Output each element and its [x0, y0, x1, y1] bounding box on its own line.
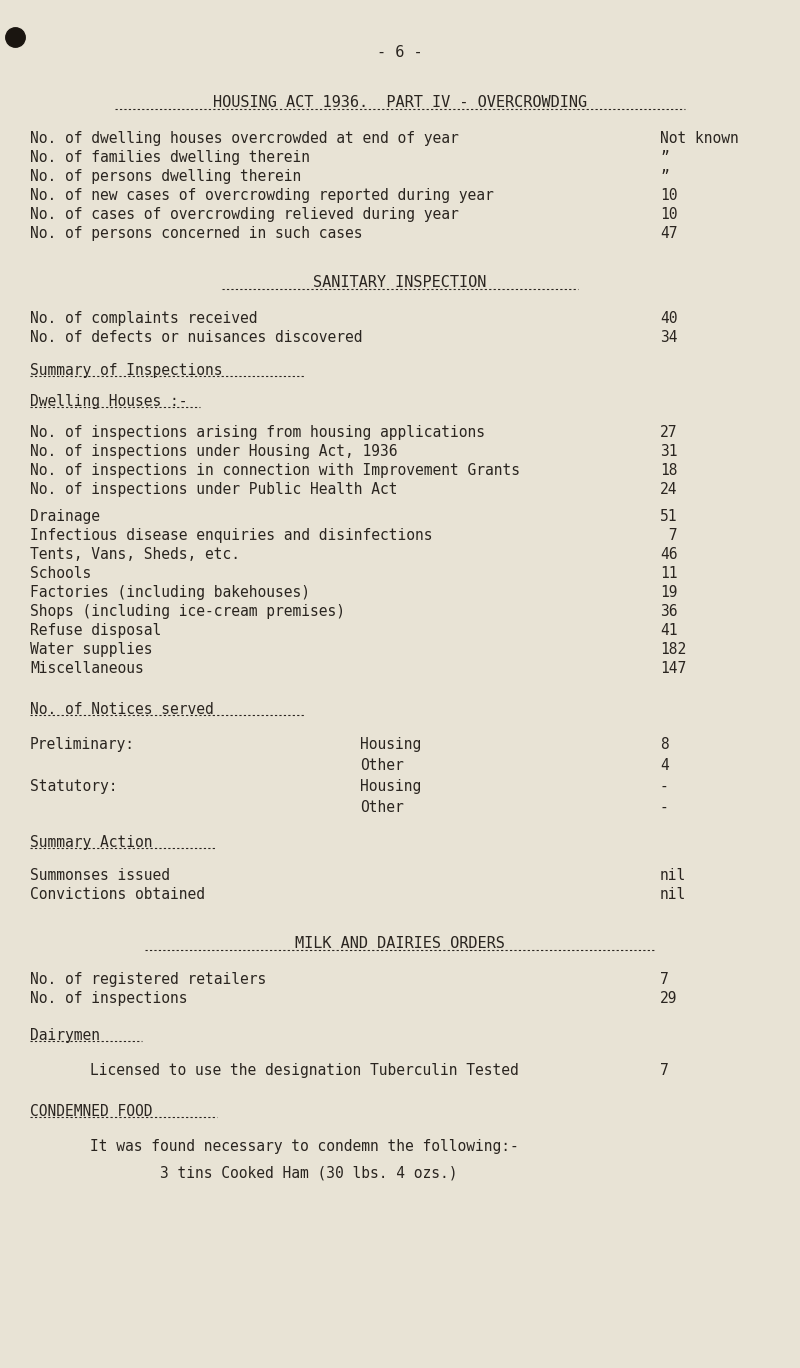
Text: No. of defects or nuisances discovered: No. of defects or nuisances discovered [30, 330, 362, 345]
Text: It was found necessary to condemn the following:-: It was found necessary to condemn the fo… [90, 1140, 518, 1155]
Text: ”: ” [660, 150, 669, 166]
Text: 41: 41 [660, 622, 678, 637]
Text: 46: 46 [660, 547, 678, 562]
Text: 34: 34 [660, 330, 678, 345]
Text: Summary of Inspections: Summary of Inspections [30, 363, 222, 378]
Text: 36: 36 [660, 605, 678, 618]
Text: Convictions obtained: Convictions obtained [30, 886, 205, 902]
Text: No. of cases of overcrowding relieved during year: No. of cases of overcrowding relieved du… [30, 207, 458, 222]
Text: Licensed to use the designation Tuberculin Tested: Licensed to use the designation Tubercul… [90, 1063, 518, 1078]
Text: Shops (including ice-cream premises): Shops (including ice-cream premises) [30, 605, 345, 618]
Text: Housing: Housing [360, 737, 422, 752]
Text: Dwelling Houses :-: Dwelling Houses :- [30, 394, 187, 409]
Text: Water supplies: Water supplies [30, 642, 153, 657]
Text: Other: Other [360, 800, 404, 815]
Text: 10: 10 [660, 207, 678, 222]
Text: No. of inspections: No. of inspections [30, 990, 187, 1005]
Text: Preliminary:: Preliminary: [30, 737, 135, 752]
Text: Housing: Housing [360, 778, 422, 793]
Text: 147: 147 [660, 661, 686, 676]
Text: 51: 51 [660, 509, 678, 524]
Text: 31: 31 [660, 445, 678, 460]
Text: - 6 -: - 6 - [377, 45, 423, 60]
Text: -: - [660, 778, 669, 793]
Text: No. of persons dwelling therein: No. of persons dwelling therein [30, 170, 302, 185]
Text: Miscellaneous: Miscellaneous [30, 661, 144, 676]
Text: No. of complaints received: No. of complaints received [30, 311, 258, 326]
Text: 11: 11 [660, 566, 678, 581]
Text: Drainage: Drainage [30, 509, 100, 524]
Text: Dairymen: Dairymen [30, 1027, 100, 1042]
Text: 19: 19 [660, 586, 678, 601]
Text: CONDEMNED FOOD: CONDEMNED FOOD [30, 1104, 153, 1119]
Text: Not known: Not known [660, 131, 738, 146]
Text: nil: nil [660, 886, 686, 902]
Text: 7: 7 [660, 1063, 669, 1078]
Text: 7: 7 [660, 973, 669, 986]
Text: No. of inspections in connection with Improvement Grants: No. of inspections in connection with Im… [30, 462, 520, 477]
Text: No. of new cases of overcrowding reported during year: No. of new cases of overcrowding reporte… [30, 187, 494, 202]
Text: No. of inspections under Housing Act, 1936: No. of inspections under Housing Act, 19… [30, 445, 398, 460]
Text: 27: 27 [660, 425, 678, 440]
Text: Summary Action: Summary Action [30, 834, 153, 850]
Text: No. of inspections arising from housing applications: No. of inspections arising from housing … [30, 425, 485, 440]
Text: nil: nil [660, 869, 686, 882]
Text: Statutory:: Statutory: [30, 778, 118, 793]
Text: ”: ” [660, 170, 669, 185]
Text: No. of Notices served: No. of Notices served [30, 702, 214, 717]
Text: 8: 8 [660, 737, 669, 752]
Text: 10: 10 [660, 187, 678, 202]
Text: -: - [660, 800, 669, 815]
Text: Tents, Vans, Sheds, etc.: Tents, Vans, Sheds, etc. [30, 547, 240, 562]
Text: 18: 18 [660, 462, 678, 477]
Text: Infectious disease enquiries and disinfections: Infectious disease enquiries and disinfe… [30, 528, 433, 543]
Text: Other: Other [360, 758, 404, 773]
Text: 29: 29 [660, 990, 678, 1005]
Text: No. of families dwelling therein: No. of families dwelling therein [30, 150, 310, 166]
Text: HOUSING ACT 1936.  PART IV - OVERCROWDING: HOUSING ACT 1936. PART IV - OVERCROWDING [213, 94, 587, 109]
Text: 4: 4 [660, 758, 669, 773]
Text: 40: 40 [660, 311, 678, 326]
Text: Schools: Schools [30, 566, 91, 581]
Text: No. of inspections under Public Health Act: No. of inspections under Public Health A… [30, 482, 398, 497]
Text: Summonses issued: Summonses issued [30, 869, 170, 882]
Text: 24: 24 [660, 482, 678, 497]
Text: No. of persons concerned in such cases: No. of persons concerned in such cases [30, 226, 362, 241]
Text: SANITARY INSPECTION: SANITARY INSPECTION [314, 275, 486, 290]
Text: MILK AND DAIRIES ORDERS: MILK AND DAIRIES ORDERS [295, 936, 505, 951]
Text: No. of dwelling houses overcrowded at end of year: No. of dwelling houses overcrowded at en… [30, 131, 458, 146]
Text: 47: 47 [660, 226, 678, 241]
Text: No. of registered retailers: No. of registered retailers [30, 973, 266, 986]
Text: 182: 182 [660, 642, 686, 657]
Text: 3 tins Cooked Ham (30 lbs. 4 ozs.): 3 tins Cooked Ham (30 lbs. 4 ozs.) [160, 1166, 458, 1181]
Text: Refuse disposal: Refuse disposal [30, 622, 162, 637]
Text: Factories (including bakehouses): Factories (including bakehouses) [30, 586, 310, 601]
Text: 7: 7 [660, 528, 678, 543]
